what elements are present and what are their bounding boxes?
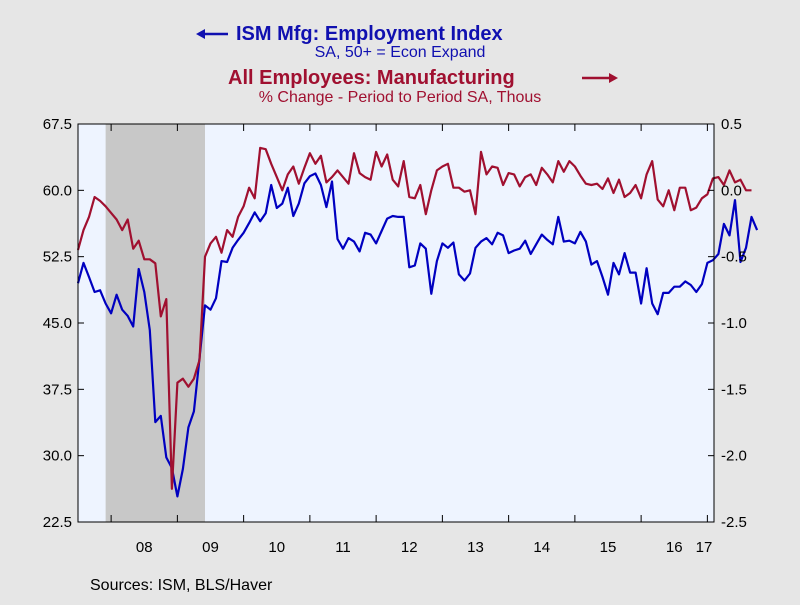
x-tick-label: 12 [401, 539, 418, 556]
arrow-left-head-icon [196, 29, 205, 39]
right-tick-label: -2.5 [721, 514, 747, 531]
x-tick-label: 08 [136, 539, 153, 556]
left-tick-label: 37.5 [43, 381, 72, 398]
x-tick-label: 16 [666, 539, 683, 556]
left-tick-label: 60.0 [43, 182, 72, 199]
x-tick-label: 17 [696, 539, 713, 556]
right-tick-label: 0.0 [721, 182, 742, 199]
x-tick-label: 15 [600, 539, 617, 556]
right-tick-label: 0.5 [721, 116, 742, 133]
left-tick-label: 45.0 [43, 315, 72, 332]
right-tick-label: -1.5 [721, 381, 747, 398]
left-tick-label: 30.0 [43, 448, 72, 465]
x-axis: 08 09 10 11 12 13 14 15 16 17 [110, 124, 713, 556]
subtitle-ism: SA, 50+ = Econ Expand [315, 44, 486, 61]
sources-note: Sources: ISM, BLS/Haver [90, 577, 273, 594]
x-tick-label: 14 [533, 539, 550, 556]
series-layer [76, 146, 759, 498]
left-tick-label: 52.5 [43, 249, 72, 266]
subtitle-employees: % Change - Period to Period SA, Thous [259, 89, 542, 106]
left-tick-label: 22.5 [43, 514, 72, 531]
title-ism: ISM Mfg: Employment Index [236, 23, 503, 45]
x-tick-label: 13 [467, 539, 484, 556]
title-employees: All Employees: Manufacturing [228, 67, 515, 89]
right-axis: 0.5 0.0 -0.5 -1.0 -1.5 -2.0 -2.5 [708, 116, 747, 531]
right-tick-label: -1.0 [721, 315, 747, 332]
left-axis: 67.5 60.0 52.5 45.0 37.5 30.0 22.5 [43, 116, 84, 531]
series-line-employees [76, 146, 752, 490]
right-tick-label: -0.5 [721, 249, 747, 266]
left-tick-label: 67.5 [43, 116, 72, 133]
x-tick-label: 11 [335, 539, 351, 556]
right-tick-label: -2.0 [721, 448, 747, 465]
x-tick-label: 10 [268, 539, 285, 556]
arrow-right-head-icon [609, 73, 618, 83]
recession-shading [105, 124, 206, 522]
x-tick-label: 09 [202, 539, 219, 556]
series-line-ism [76, 172, 759, 498]
